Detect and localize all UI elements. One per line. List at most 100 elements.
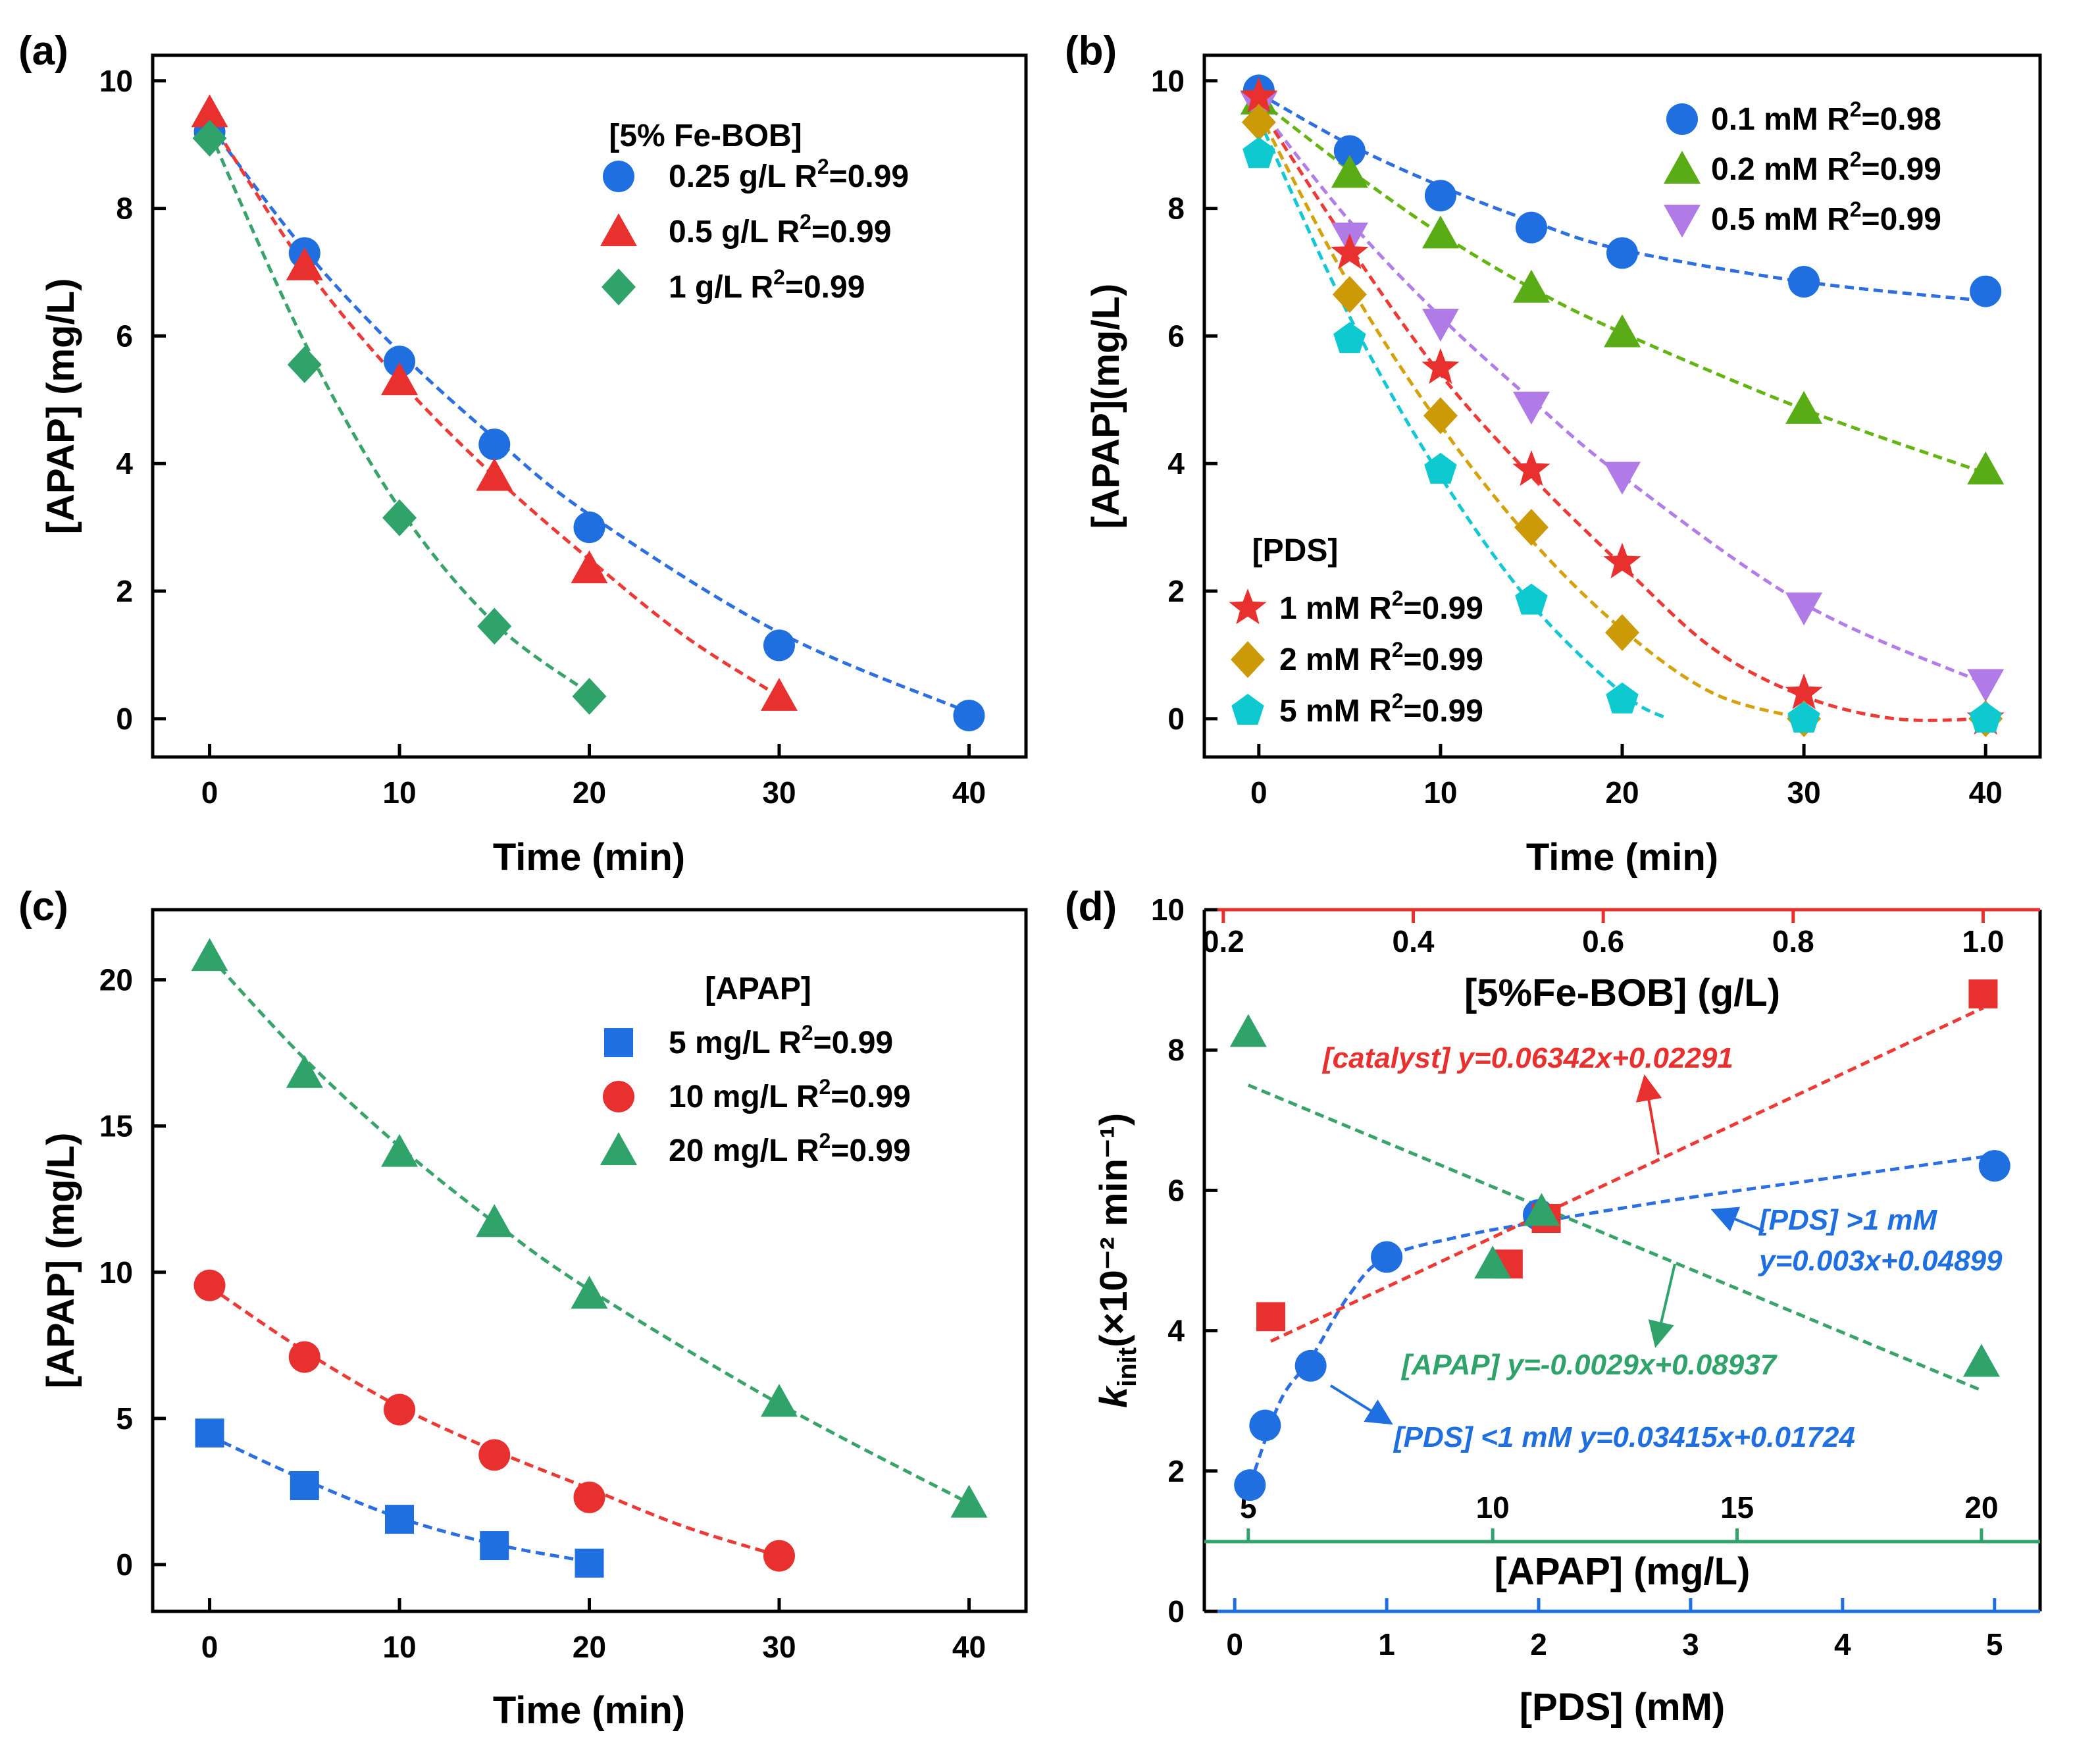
- data-point-1-g-l: [382, 499, 417, 536]
- data-point-2-mm: [1514, 509, 1549, 546]
- legend-series-name: 0.25 g/L R: [669, 159, 817, 194]
- pds-tick-label: 1: [1378, 1627, 1395, 1661]
- data-point-5-mm: [1333, 322, 1366, 353]
- legend-marker-0-5-mm: [1664, 205, 1701, 238]
- catalyst-tick-label: 0.8: [1772, 924, 1814, 958]
- legend-series-name: 0.2 mM R: [1711, 152, 1850, 187]
- data-point-20-mg-l: [381, 1133, 419, 1167]
- panel-a-legend-title: [5% Fe-BOB]: [609, 118, 802, 153]
- y-tick-label: 20: [99, 963, 133, 997]
- x-tick-label: 20: [1605, 775, 1639, 810]
- legend-r2-value: =0.99: [1862, 202, 1941, 237]
- y-tick-label: 5: [116, 1401, 133, 1436]
- y-tick-label: 6: [1167, 319, 1185, 353]
- legend-r2-value: =0.99: [1404, 591, 1483, 626]
- data-point-20-mg-l: [191, 938, 228, 972]
- annotation-arrow-apap: [1648, 1263, 1676, 1348]
- data-point-5-mm: [1787, 701, 1820, 733]
- legend-superscript: 2: [1392, 689, 1404, 713]
- fit-line--apap-: [1247, 1083, 1982, 1392]
- data-point-5-mg-l: [480, 1531, 509, 1561]
- data-point-2-mm: [1332, 276, 1367, 313]
- legend-marker-0-2-mm: [1664, 151, 1701, 184]
- fit-line-10-mg-l: [209, 1285, 780, 1557]
- data-point-5-mm: [1515, 583, 1548, 615]
- y-tick-label: 6: [1167, 1173, 1185, 1207]
- panel-c: (c) 0 10 20 30 40 0 5 10 15 20 Time (min) [APAP]…: [18, 884, 1028, 1732]
- x-tick-label: 30: [762, 775, 796, 810]
- legend-marker-0-5-g-l: [600, 213, 637, 246]
- data-point-0-2-mm: [1421, 215, 1459, 249]
- panel-b-fits: [1257, 91, 1987, 722]
- x-tick-label: 0: [201, 775, 218, 810]
- legend-label-0-5-mm: 0.5 mM R2=0.99: [1711, 197, 1941, 237]
- y-tick-label: 2: [1167, 574, 1185, 608]
- y-tick-label: 10: [1151, 893, 1185, 927]
- panel-d-catalyst-ticks: 0.2 0.4 0.6 0.8 1.0: [1202, 910, 2004, 958]
- panel-c-ylabel: [APAP] (mg/L): [39, 1133, 82, 1389]
- apap-tick-label: 10: [1476, 1490, 1510, 1524]
- legend-series-name: 5 mM R: [1279, 694, 1392, 729]
- legend-superscript: 2: [817, 155, 829, 178]
- panel-c-xlabel: Time (min): [493, 1689, 685, 1732]
- panel-d-xlabel-top: [5%Fe-BOB] (g/L): [1464, 972, 1780, 1014]
- data-point-0-25-g-l: [573, 511, 605, 544]
- legend-marker-0-1-mm: [1666, 103, 1698, 135]
- legend-superscript: 2: [802, 1021, 813, 1045]
- data-point-5-mm: [1424, 452, 1457, 484]
- fit-line-1-mm: [1257, 105, 1986, 722]
- annotation-pds-high-1: [PDS] >1 mM: [1758, 1204, 1938, 1236]
- y-tick-label: 0: [1167, 1594, 1185, 1628]
- data-point-0-5-mm: [1512, 392, 1550, 425]
- annotation-pds-high-2: y=0.003x+0.04899: [1758, 1245, 2003, 1277]
- x-tick-label: 10: [382, 775, 416, 810]
- data-point-10-mg-l: [478, 1439, 511, 1471]
- legend-series-name: 10 mg/L R: [669, 1080, 819, 1114]
- legend-series-name: 0.5 mM R: [1711, 202, 1850, 237]
- panel-a-legend: 0.25 g/L R2=0.990.5 g/L R2=0.991 g/L R2=…: [600, 155, 909, 305]
- legend-r2-value: =0.99: [1862, 152, 1941, 187]
- panel-b-legend: 0.1 mM R2=0.980.2 mM R2=0.990.5 mM R2=0.…: [1229, 97, 1941, 729]
- panel-d-annotations: [catalyst] y=0.06342x+0.02291 [PDS] >1 m…: [1321, 1042, 2003, 1453]
- legend-r2-value: =0.98: [1862, 102, 1941, 137]
- catalyst-tick-label: 0.6: [1582, 924, 1624, 958]
- data-point-5-mm: [1969, 701, 2002, 733]
- data-point-5-mg-l: [575, 1548, 604, 1578]
- annotation-catalyst: [catalyst] y=0.06342x+0.02291: [1321, 1042, 1733, 1074]
- panel-d-ylabel-units: (×10⁻² min⁻¹): [1092, 1113, 1135, 1347]
- data-point-0-5-g-l: [286, 247, 323, 280]
- fit-line-1-g-l: [208, 131, 590, 695]
- y-tick-label: 0: [116, 1548, 133, 1582]
- data-point-0-5-g-l: [191, 94, 228, 128]
- data-point-0-1-mm: [1788, 266, 1820, 298]
- data-point-5-mg-l: [195, 1419, 224, 1448]
- legend-marker-2-mm: [1231, 641, 1265, 678]
- legend-marker-5-mm: [1231, 694, 1264, 725]
- y-tick-label: 8: [116, 192, 133, 226]
- legend-superscript: 2: [773, 265, 785, 289]
- x-tick-label: 30: [1787, 775, 1821, 810]
- panel-a-xticks: 0 10 20 30 40: [201, 744, 986, 810]
- legend-series-name: 0.1 mM R: [1711, 102, 1850, 137]
- panel-c-xticks: 0 10 20 30 40: [201, 1598, 986, 1664]
- data-point-1-mm: [1240, 77, 1278, 113]
- panel-c-markers: [191, 938, 988, 1578]
- data-point--apap-: [1474, 1245, 1512, 1279]
- legend-series-name: 20 mg/L R: [669, 1133, 819, 1168]
- panel-d-ylabel-sub: init: [1113, 1347, 1142, 1387]
- legend-label-20-mg-l: 20 mg/L R2=0.99: [669, 1129, 911, 1168]
- fit-line-0-5-mm: [1257, 105, 1987, 685]
- data-point-0-2-mm: [1512, 269, 1550, 303]
- y-tick-label: 6: [116, 319, 133, 353]
- panel-d-xlabel-apap: [APAP] (mg/L): [1495, 1550, 1751, 1593]
- legend-marker-5-mg-l: [604, 1028, 633, 1057]
- data-point--apap-: [1229, 1014, 1267, 1047]
- data-point-0-25-g-l: [478, 429, 511, 461]
- data-point-0-5-g-l: [760, 677, 798, 711]
- data-point-1-mm: [1512, 450, 1550, 486]
- data-point-2-mm: [1241, 103, 1276, 141]
- legend-superscript: 2: [1850, 147, 1862, 171]
- legend-label-5-mm: 5 mM R2=0.99: [1279, 689, 1483, 729]
- data-point-10-mg-l: [288, 1341, 320, 1373]
- x-tick-label: 30: [762, 1630, 796, 1664]
